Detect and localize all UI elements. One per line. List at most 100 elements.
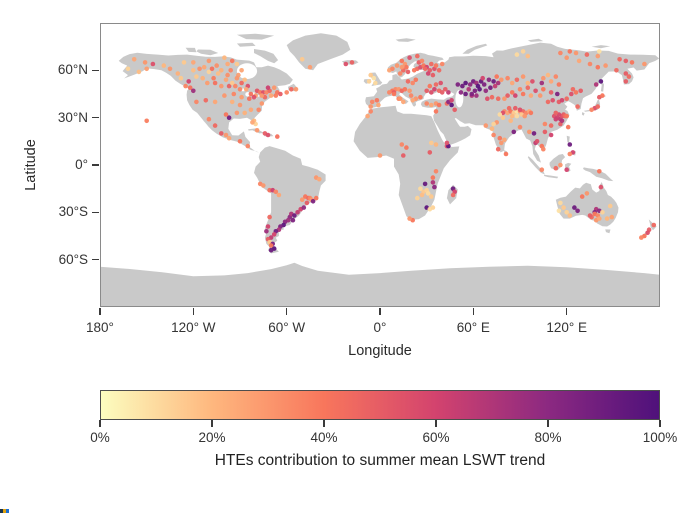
lake-data-point bbox=[211, 75, 216, 81]
lake-data-point bbox=[368, 72, 374, 78]
lake-data-point bbox=[265, 132, 271, 138]
lake-data-point bbox=[310, 199, 316, 204]
lake-data-point bbox=[597, 49, 602, 54]
lake-data-point bbox=[233, 83, 238, 89]
lake-data-point bbox=[369, 99, 375, 105]
lake-data-point bbox=[429, 194, 434, 199]
lake-data-point bbox=[387, 90, 392, 95]
lake-data-point bbox=[430, 72, 436, 78]
lake-data-point bbox=[443, 87, 448, 92]
lake-data-point bbox=[433, 109, 439, 114]
landmass bbox=[565, 162, 572, 173]
lake-data-point bbox=[565, 124, 571, 130]
lake-data-point bbox=[397, 96, 403, 101]
colorbar-tick-mark bbox=[323, 420, 325, 427]
landmass bbox=[100, 262, 660, 307]
lake-data-point bbox=[290, 217, 296, 223]
lake-data-point bbox=[530, 79, 535, 84]
lake-data-point bbox=[194, 74, 199, 79]
lake-data-point bbox=[178, 75, 184, 81]
lake-data-point bbox=[564, 113, 569, 119]
lake-data-point bbox=[430, 205, 436, 210]
lake-data-point bbox=[520, 74, 526, 79]
lake-data-point bbox=[556, 82, 562, 87]
lake-data-point bbox=[299, 57, 305, 62]
colorbar-tick-mark bbox=[99, 420, 101, 427]
lake-data-point bbox=[495, 96, 501, 101]
lake-data-point bbox=[576, 58, 582, 64]
landmass bbox=[462, 43, 488, 54]
colorbar-caption: HTEs contribution to summer mean LSWT tr… bbox=[214, 452, 546, 469]
lake-data-point bbox=[502, 96, 507, 101]
lake-data-point bbox=[167, 66, 173, 72]
lake-data-point bbox=[614, 68, 619, 73]
lake-data-point bbox=[276, 192, 282, 198]
lake-data-point bbox=[125, 66, 131, 72]
lake-data-point bbox=[545, 72, 551, 78]
lake-data-point bbox=[433, 63, 439, 68]
lake-data-point bbox=[366, 79, 372, 84]
lake-data-point bbox=[475, 83, 481, 89]
lake-data-point bbox=[429, 140, 434, 146]
lake-data-point bbox=[245, 143, 251, 149]
landmass bbox=[254, 49, 279, 64]
lake-data-point bbox=[514, 113, 520, 119]
lake-data-point bbox=[404, 64, 409, 70]
lake-data-point bbox=[206, 58, 212, 64]
lake-data-point bbox=[415, 53, 420, 59]
lake-data-point bbox=[514, 52, 520, 57]
lake-data-point bbox=[626, 74, 632, 79]
lake-data-point bbox=[247, 96, 252, 101]
lake-data-point bbox=[225, 61, 230, 67]
landmass bbox=[365, 42, 660, 163]
colorbar-tick-label: 0% bbox=[90, 430, 110, 445]
landmass bbox=[353, 105, 460, 220]
lake-data-point bbox=[548, 132, 554, 138]
lake-data-point bbox=[205, 80, 210, 86]
lake-data-point bbox=[623, 71, 629, 76]
lake-data-point bbox=[427, 83, 433, 89]
lake-data-point bbox=[474, 93, 479, 98]
lake-data-point bbox=[553, 74, 559, 79]
lake-data-point bbox=[595, 53, 601, 59]
lake-data-point bbox=[497, 112, 503, 117]
lake-data-point bbox=[433, 169, 439, 174]
lake-data-point bbox=[587, 213, 593, 218]
landmass bbox=[236, 33, 275, 40]
lake-data-point bbox=[467, 82, 473, 87]
lake-data-point bbox=[229, 80, 235, 86]
lake-data-point bbox=[500, 115, 506, 120]
lake-data-point bbox=[206, 69, 212, 75]
colorbar-tick-label: 20% bbox=[198, 430, 226, 445]
lake-data-point bbox=[407, 88, 412, 94]
lake-data-point bbox=[424, 101, 430, 106]
lake-data-point bbox=[517, 107, 523, 113]
lake-data-point bbox=[239, 68, 244, 73]
lake-data-point bbox=[438, 80, 444, 86]
lake-data-point bbox=[527, 129, 532, 135]
lake-data-point bbox=[197, 66, 202, 72]
lake-data-point bbox=[463, 80, 468, 86]
lake-data-point bbox=[503, 151, 509, 157]
lake-data-point bbox=[373, 80, 378, 86]
lake-data-point bbox=[607, 203, 613, 209]
landmass bbox=[185, 47, 197, 53]
lake-data-point bbox=[597, 169, 602, 174]
lake-data-point bbox=[343, 61, 349, 67]
lake-data-point bbox=[489, 126, 495, 131]
x-tick-mark bbox=[192, 308, 195, 315]
lake-data-point bbox=[405, 79, 411, 84]
lake-data-point bbox=[514, 77, 520, 83]
landmass bbox=[591, 45, 611, 49]
lake-data-point bbox=[430, 175, 436, 180]
lake-data-point bbox=[598, 184, 604, 190]
lake-data-point bbox=[424, 88, 430, 94]
lake-data-point bbox=[513, 93, 518, 98]
lake-data-point bbox=[237, 102, 243, 108]
lake-data-point bbox=[223, 112, 229, 117]
y-tick-label: 30°N bbox=[57, 109, 88, 125]
lake-data-point bbox=[284, 90, 290, 95]
lake-data-point bbox=[548, 123, 554, 128]
lake-data-point bbox=[511, 129, 517, 135]
